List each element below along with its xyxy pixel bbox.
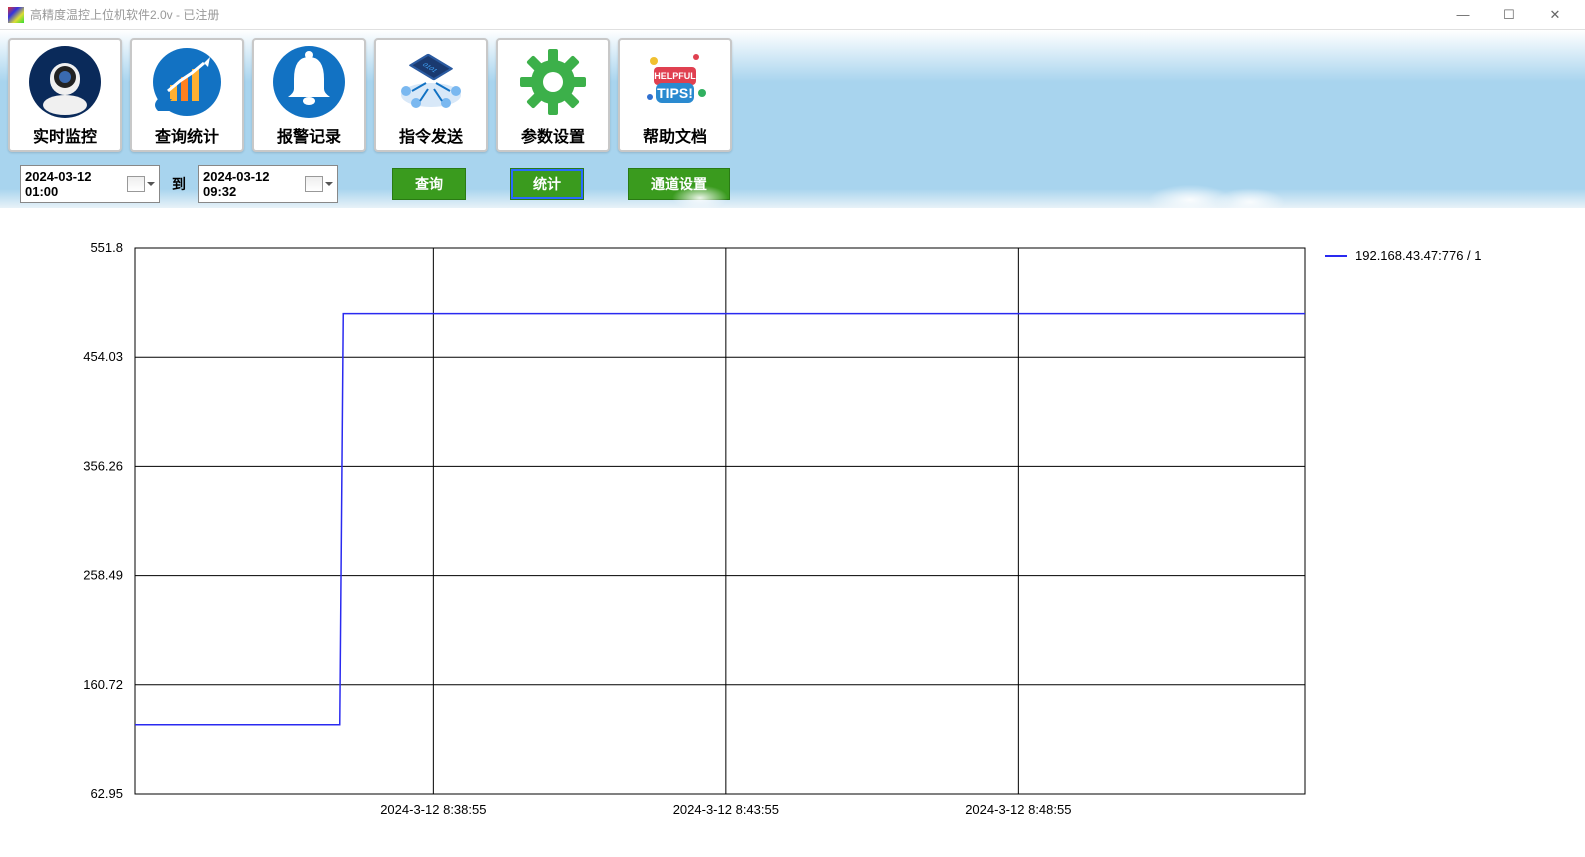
stats-button[interactable]: 统计 <box>510 168 584 200</box>
tips-icon: HELPFUL TIPS! <box>636 43 714 121</box>
close-button[interactable]: ✕ <box>1533 1 1577 29</box>
window-controls: — ☐ ✕ <box>1441 1 1577 29</box>
main-toolbar: 实时监控 查询统计 报警记录 <box>0 30 1585 160</box>
calendar-icon <box>305 176 323 192</box>
titlebar: 高精度温控上位机软件2.0v - 已注册 — ☐ ✕ <box>0 0 1585 30</box>
tool-label: 报警记录 <box>277 123 341 147</box>
query-button[interactable]: 查询 <box>392 168 466 200</box>
date-to-picker[interactable]: 2024-03-12 09:32 <box>198 165 338 203</box>
date-to-value: 2024-03-12 09:32 <box>203 169 305 199</box>
help-docs-button[interactable]: HELPFUL TIPS! 帮助文档 <box>618 38 732 152</box>
tool-label: 实时监控 <box>33 123 97 147</box>
channel-settings-button[interactable]: 通道设置 <box>628 168 730 200</box>
svg-text:160.72: 160.72 <box>83 677 123 692</box>
tool-label: 指令发送 <box>399 123 463 147</box>
date-from-value: 2024-03-12 01:00 <box>25 169 127 199</box>
svg-text:TIPS!: TIPS! <box>657 85 693 101</box>
to-label: 到 <box>172 174 186 194</box>
date-from-picker[interactable]: 2024-03-12 01:00 <box>20 165 160 203</box>
chevron-down-icon <box>325 182 333 186</box>
svg-text:2024-3-12 8:38:55: 2024-3-12 8:38:55 <box>380 802 486 817</box>
tool-label: 帮助文档 <box>643 123 707 147</box>
svg-text:258.49: 258.49 <box>83 568 123 583</box>
svg-text:454.03: 454.03 <box>83 349 123 364</box>
chart-bubble-icon <box>148 43 226 121</box>
svg-text:HELPFUL: HELPFUL <box>654 71 696 81</box>
bell-icon <box>270 43 348 121</box>
command-send-button[interactable]: 0101 指令发送 <box>374 38 488 152</box>
tool-label: 查询统计 <box>155 123 219 147</box>
minimize-button[interactable]: — <box>1441 1 1485 29</box>
svg-text:192.168.43.47:776 / 1: 192.168.43.47:776 / 1 <box>1355 248 1482 263</box>
filter-bar: 2024-03-12 01:00 到 2024-03-12 09:32 查询 统… <box>0 160 1585 208</box>
gear-icon <box>514 43 592 121</box>
tool-label: 参数设置 <box>521 123 585 147</box>
svg-text:2024-3-12 8:48:55: 2024-3-12 8:48:55 <box>965 802 1071 817</box>
line-chart: 62.95 160.72 258.49 356.26 454.03 551.8 2024-3… <box>0 208 1585 854</box>
chevron-down-icon <box>147 182 155 186</box>
svg-text:356.26: 356.26 <box>83 458 123 473</box>
svg-text:62.95: 62.95 <box>90 786 123 801</box>
query-stats-button[interactable]: 查询统计 <box>130 38 244 152</box>
calendar-icon <box>127 176 145 192</box>
chart-area: 62.95 160.72 258.49 356.26 454.03 551.8 2024-3… <box>0 208 1585 854</box>
window-title: 高精度温控上位机软件2.0v - 已注册 <box>30 6 1441 23</box>
camera-icon <box>26 43 104 121</box>
svg-text:2024-3-12 8:43:55: 2024-3-12 8:43:55 <box>673 802 779 817</box>
realtime-monitor-button[interactable]: 实时监控 <box>8 38 122 152</box>
param-settings-button[interactable]: 参数设置 <box>496 38 610 152</box>
app-icon <box>8 7 24 23</box>
maximize-button[interactable]: ☐ <box>1487 1 1531 29</box>
command-send-icon: 0101 <box>392 43 470 121</box>
svg-text:551.8: 551.8 <box>90 240 123 255</box>
alarm-log-button[interactable]: 报警记录 <box>252 38 366 152</box>
